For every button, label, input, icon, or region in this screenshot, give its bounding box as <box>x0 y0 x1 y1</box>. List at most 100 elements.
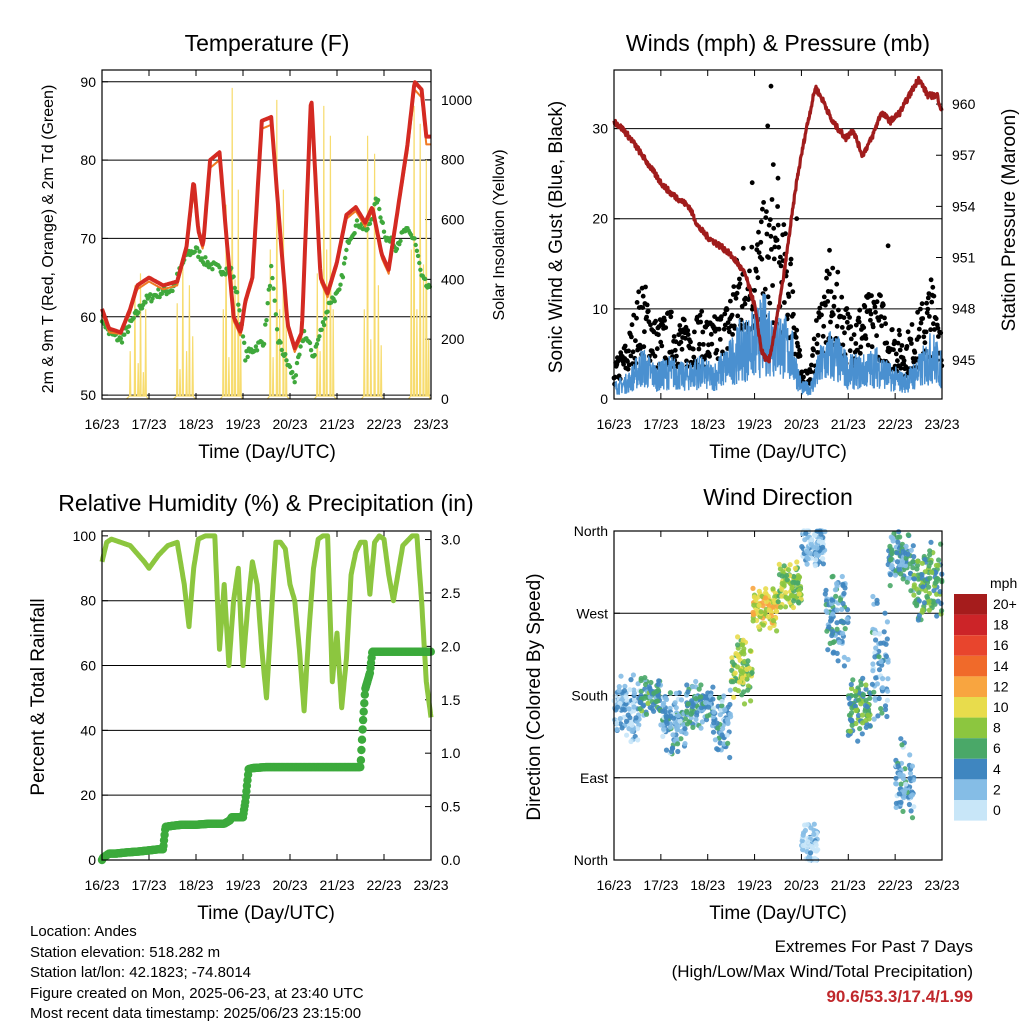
gust-point <box>847 348 853 354</box>
gust-point <box>759 256 765 262</box>
direction-point <box>655 693 661 699</box>
direction-point <box>790 604 797 611</box>
gust-point <box>775 204 780 209</box>
dewpoint-point <box>196 254 201 259</box>
gust-point <box>790 289 796 295</box>
dewpoint-point <box>267 283 273 289</box>
direction-point <box>848 681 854 688</box>
gust-point <box>653 318 658 324</box>
dewpoint-point <box>321 322 327 328</box>
direction-point <box>762 595 769 601</box>
direction-point <box>926 598 932 605</box>
direction-point <box>778 604 784 610</box>
gust-point <box>863 336 869 341</box>
gust-point <box>717 337 723 342</box>
direction-point <box>825 647 831 653</box>
direction-point <box>800 842 806 849</box>
direction-point <box>855 738 861 744</box>
direction-point <box>914 562 921 569</box>
gust-point <box>642 329 647 335</box>
direction-point <box>884 713 890 720</box>
dewpoint-point <box>122 332 127 337</box>
direction-point <box>698 725 704 731</box>
direction-point <box>787 562 793 568</box>
gust-point <box>786 294 792 299</box>
direction-point <box>910 565 916 571</box>
direction-point <box>908 808 914 814</box>
gust-point <box>772 244 778 250</box>
direction-point <box>896 791 902 797</box>
direction-point <box>621 688 628 694</box>
gust-point <box>915 309 920 315</box>
pressure-line <box>612 75 944 364</box>
gust-point <box>672 347 678 353</box>
gust-point <box>721 326 727 332</box>
dewpoint-point <box>367 221 373 226</box>
direction-point <box>879 710 885 716</box>
dewpoint-point <box>245 354 250 360</box>
gust-point <box>782 300 787 305</box>
temperature-y2tick-label: 400 <box>441 271 465 287</box>
gust-point <box>625 366 631 372</box>
gust-point <box>936 334 941 339</box>
speed-legend: mph 20+ 18 16 14 12 10 8 6 4 2 0 <box>954 575 1017 821</box>
direction-point <box>685 701 691 707</box>
direction-point <box>724 717 731 723</box>
direction-point <box>865 712 871 718</box>
gust-point <box>762 286 768 292</box>
temperature-ytick-label: 50 <box>80 387 96 403</box>
direction-point <box>663 747 670 753</box>
direction-point <box>653 698 659 705</box>
legend-label: 14 <box>993 658 1009 674</box>
gust-point <box>825 299 831 304</box>
gust-point <box>856 315 861 321</box>
direction-point <box>830 628 836 635</box>
direction-point <box>873 675 879 681</box>
gust-point <box>663 325 669 330</box>
direction-point <box>791 573 797 580</box>
gust-point <box>722 311 728 317</box>
gust-point <box>922 340 928 346</box>
winds-xtick-label: 16/23 <box>596 416 631 432</box>
direction-point <box>668 748 675 755</box>
direction-point <box>872 630 878 637</box>
humidity-y2tick-label: 0.0 <box>441 852 461 868</box>
direction-point <box>741 701 748 707</box>
direction-point <box>919 572 925 578</box>
direction-point <box>617 716 623 722</box>
dewpoint-point <box>253 344 259 349</box>
winds-ytick-label: 20 <box>592 211 608 227</box>
dewpoint-point <box>294 360 300 366</box>
direction-point <box>696 686 702 692</box>
temperature-2m-line <box>100 80 433 351</box>
legend-swatch <box>954 635 987 656</box>
legend-label: 6 <box>993 740 1001 756</box>
direction-point <box>750 618 756 624</box>
direction-point <box>883 653 890 660</box>
direction-point <box>824 609 830 615</box>
winds-ylabel-left: Sonic Wind & Gust (Blue, Black) <box>546 101 567 373</box>
direction-point <box>907 775 913 782</box>
direction-point <box>870 661 876 667</box>
dewpoint-point <box>287 364 293 369</box>
direction-point <box>911 804 917 810</box>
direction-point <box>796 574 803 580</box>
gust-point <box>760 206 765 212</box>
gust-point <box>761 200 766 205</box>
direction-ytick-label: West <box>576 605 608 621</box>
direction-point <box>849 685 855 692</box>
direction-point <box>736 679 743 685</box>
direction-point <box>870 668 876 674</box>
gust-point <box>643 284 648 290</box>
temperature-y2tick-label: 600 <box>441 212 465 228</box>
humidity-xtick-label: 20/23 <box>272 877 307 893</box>
direction-point <box>936 557 942 563</box>
gust-point <box>662 318 667 323</box>
direction-point <box>894 550 900 556</box>
dewpoint-point <box>378 215 383 220</box>
direction-point <box>794 580 800 586</box>
gust-point <box>896 327 902 333</box>
direction-point <box>631 704 637 710</box>
direction-point <box>826 624 832 630</box>
